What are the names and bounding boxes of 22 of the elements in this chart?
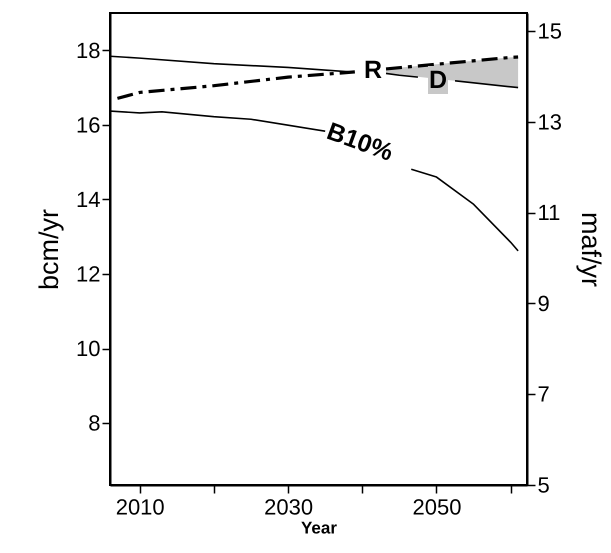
x-axis-title: Year — [301, 518, 338, 538]
y-tick-label: 12 — [76, 261, 100, 286]
line-series — [410, 168, 519, 252]
y2-tick-label: 9 — [538, 290, 550, 316]
annotation: R — [364, 56, 382, 84]
y-tick-label: 18 — [76, 38, 100, 63]
x-tick-label: 2050 — [412, 494, 462, 520]
x-tick-label: 2010 — [116, 494, 165, 520]
y2-axis-title: maf/yr — [576, 212, 606, 288]
y2-tick-label: 5 — [538, 472, 550, 498]
y2-tick-label: 7 — [538, 382, 550, 407]
x-tick-label: 2030 — [264, 494, 314, 520]
y2-tick-label: 13 — [538, 109, 562, 134]
y2-tick-label: 11 — [538, 200, 560, 226]
y-tick-label: 8 — [88, 410, 100, 436]
y-tick-label: 10 — [76, 336, 100, 362]
annotation: D — [428, 66, 448, 94]
y-tick-label: 14 — [76, 186, 100, 212]
y-tick-label: 16 — [76, 112, 100, 138]
y-axis-title: bcm/yr — [34, 208, 64, 290]
y2-tick-label: 15 — [538, 18, 562, 44]
annotation: B10% — [323, 117, 397, 167]
